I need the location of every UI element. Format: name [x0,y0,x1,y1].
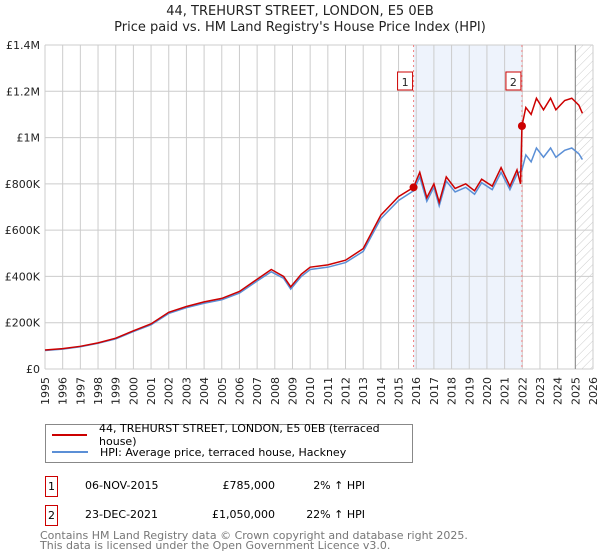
legend-item-hpi: HPI: Average price, terraced house, Hack… [46,444,346,460]
legend: 44, TREHURST STREET, LONDON, E5 0EB (ter… [45,422,413,463]
price-chart: 1995 1996 1997 1998 1999 2000 2001 2002 2003 2004… [5,39,600,405]
footer: Contains HM Land Registry data © Crown c… [40,529,468,552]
y-tick-label: £600K [5,224,41,237]
y-tick-label: £1.2M [6,85,40,98]
x-tick-label: 2009 [286,377,299,405]
x-tick-label: 2021 [499,377,512,405]
footer-line: Contains HM Land Registry data © Crown c… [40,529,468,542]
x-tick-label: 2008 [269,377,282,405]
transaction-hpi: 2% ↑ HPI [313,479,365,492]
x-tick-label: 2011 [322,377,335,405]
y-tick-label: £800K [5,178,41,191]
transaction-price: £785,000 [222,479,276,492]
transaction-price: £1,050,000 [212,508,275,521]
x-tick-label: 2002 [163,377,176,405]
chart-title: 44, TREHURST STREET, LONDON, E5 0EB [166,4,434,19]
x-tick-label: 2022 [516,377,529,405]
sale-label: 2 [510,76,517,89]
x-tick-label: 2016 [410,377,423,405]
x-tick-label: 2000 [127,377,140,405]
y-tick-label: £1M [17,132,41,145]
transaction-row: 2 23-DEC-2021 £1,050,000 22% ↑ HPI [45,505,385,526]
legend-swatch-blue [52,451,88,453]
x-tick-label: 2005 [216,377,229,405]
transaction-hpi: 22% ↑ HPI [306,508,365,521]
transaction-badge: 1 [45,476,58,497]
legend-label: 44, TREHURST STREET, LONDON, E5 0EB (ter… [99,422,380,448]
forecast-hatch [575,45,593,369]
transaction-date: 06-NOV-2015 [85,479,159,492]
x-tick-label: 2024 [552,377,565,405]
x-tick-label: 1999 [110,377,123,405]
x-tick-label: 2018 [446,377,459,405]
sale-label-box [397,71,414,91]
x-tick-label: 2004 [198,377,211,405]
footer-line: This data is licensed under the Open Gov… [40,539,391,552]
x-tick-label: 2015 [393,377,406,405]
x-tick-label: 2001 [145,377,158,405]
x-tick-label: 2020 [481,377,494,405]
x-tick-label: 2017 [428,377,441,405]
y-tick-label: £0 [26,363,40,376]
legend-label: HPI: Average price, terraced house, Hack… [100,445,347,459]
transaction-date: 23-DEC-2021 [85,508,159,521]
x-tick-label: 2003 [180,377,193,405]
hpi-line [44,146,584,352]
y-tick-label: £400K [5,270,41,283]
x-tick-label: 2010 [304,377,317,405]
sale-point [409,183,418,192]
shaded-region [413,45,522,369]
x-tick-label: 1998 [92,377,105,405]
x-tick-label: 2023 [534,377,547,405]
x-tick-label: 1997 [74,377,87,405]
x-tick-label: 2019 [463,377,476,405]
property-line [44,96,584,351]
legend-item-property: 44, TREHURST STREET, LONDON, E5 0EB (ter… [46,422,412,448]
x-tick-label: 2012 [340,377,353,405]
x-tick-label: 2007 [251,377,264,405]
x-tick-label: 2006 [233,377,246,405]
sale-label-box [505,71,522,91]
x-tick-label: 2013 [357,377,370,405]
x-tick-label: 2014 [375,377,388,405]
x-tick-label: 2026 [587,377,600,405]
x-tick-label: 2025 [569,377,582,405]
y-tick-label: £1.4M [6,39,40,52]
transaction-row: 1 06-NOV-2015 £785,000 2% ↑ HPI [45,476,385,497]
x-tick-label: 1995 [39,377,52,405]
sale-label: 1 [402,76,409,89]
x-tick-label: 1996 [57,377,70,405]
sale-point [517,122,526,130]
transaction-badge: 2 [45,505,58,526]
y-tick-label: £200K [5,317,41,330]
legend-swatch-red [52,434,88,436]
chart-subtitle: Price paid vs. HM Land Registry's House … [114,20,486,35]
